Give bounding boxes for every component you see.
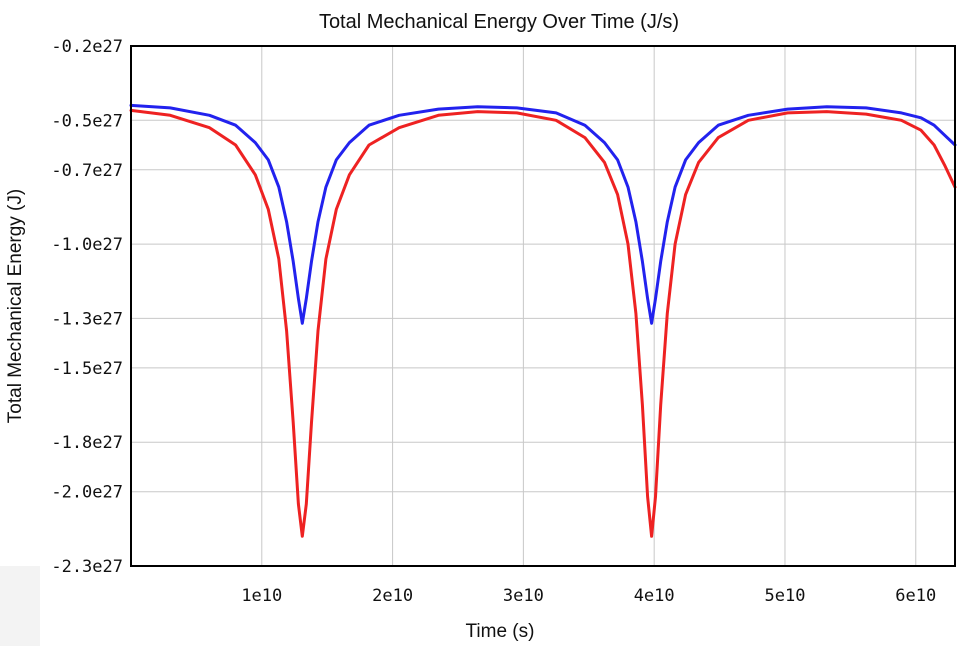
x-tick-label: 6e10: [895, 586, 936, 606]
y-tick-label: -1.0e27: [51, 235, 123, 255]
y-tick-label: -0.5e27: [51, 111, 123, 131]
y-tick-label: -0.2e27: [51, 37, 123, 57]
plot-frame: [130, 45, 956, 567]
x-tick-label: 5e10: [764, 586, 805, 606]
y-axis-ticks: -0.2e27 -0.5e27 -0.7e27 -1.0e27 -1.3e27 -1.5e…: [51, 37, 123, 577]
page-margin-left: [0, 0, 40, 566]
x-tick-label: 2e10: [372, 586, 413, 606]
page-margin-bottom-left: [0, 566, 40, 646]
series-line-2: [129, 108, 957, 538]
x-tick-label: 1e10: [241, 586, 282, 606]
y-tick-label: -2.0e27: [51, 483, 123, 503]
grid-lines: [131, 45, 955, 567]
x-axis-ticks: 1e10 2e10 3e10 4e10 5e10 6e10: [241, 586, 936, 606]
x-tick-label: 4e10: [634, 586, 675, 606]
y-tick-label: -1.5e27: [51, 359, 123, 379]
chart-title: Total Mechanical Energy Over Time (J/s): [319, 11, 679, 33]
x-axis-label: Time (s): [466, 621, 535, 642]
y-tick-label: -1.8e27: [51, 433, 123, 453]
y-axis-label: Total Mechanical Energy (J): [5, 189, 26, 423]
series-line-1: [129, 103, 957, 325]
series-group: [129, 103, 957, 538]
y-tick-label: -1.3e27: [51, 309, 123, 329]
y-tick-label: -2.3e27: [51, 557, 123, 577]
y-tick-label: -0.7e27: [51, 161, 123, 181]
x-tick-label: 3e10: [503, 586, 544, 606]
